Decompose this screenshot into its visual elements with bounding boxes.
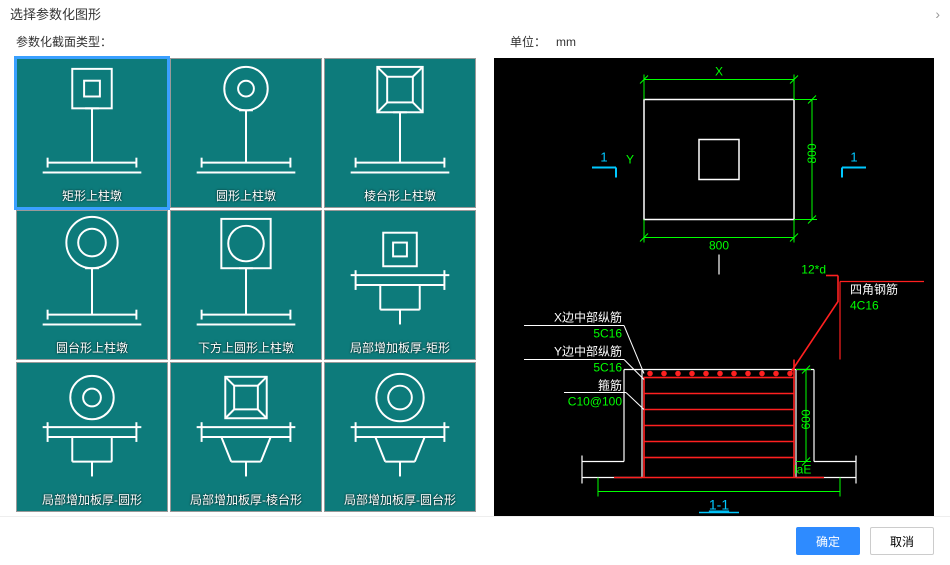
tile-caption: 局部增加板厚-矩形 (325, 336, 475, 359)
svg-text:Y边中部纵筋: Y边中部纵筋 (554, 344, 622, 359)
content-row: 矩形上柱墩 圆形上柱墩 (0, 58, 950, 516)
svg-text:5C16: 5C16 (593, 361, 622, 375)
tile-caption: 下方上圆形上柱墩 (171, 336, 321, 359)
svg-text:1: 1 (850, 150, 857, 165)
tile-caption: 棱台形上柱墩 (325, 184, 475, 207)
svg-text:laE: laE (794, 463, 811, 477)
tile-thick-circle[interactable]: 局部增加板厚-圆形 (16, 362, 168, 512)
unit-label: 单位： mm (496, 33, 934, 50)
preview-panel: X Y 800 (494, 58, 934, 516)
svg-text:C10@100: C10@100 (568, 395, 623, 409)
svg-text:5C16: 5C16 (593, 327, 622, 341)
svg-text:800: 800 (805, 143, 819, 163)
tile-sq-circ-top[interactable]: 下方上圆形上柱墩 (170, 210, 322, 360)
tile-circle-top[interactable]: 圆形上柱墩 (170, 58, 322, 208)
tile-cone-top[interactable]: 圆台形上柱墩 (16, 210, 168, 360)
labels-row: 参数化截面类型： 单位： mm (0, 27, 950, 58)
svg-text:1: 1 (600, 150, 607, 165)
tile-frustum-top[interactable]: 棱台形上柱墩 (324, 58, 476, 208)
tile-caption: 局部增加板厚-棱台形 (171, 488, 321, 511)
tile-caption: 圆形上柱墩 (171, 184, 321, 207)
footer: 确定 取消 (0, 516, 950, 565)
svg-text:800: 800 (709, 239, 729, 253)
svg-text:X: X (715, 65, 723, 79)
svg-text:箍筋: 箍筋 (598, 378, 622, 393)
tile-thick-rect[interactable]: 局部增加板厚-矩形 (324, 210, 476, 360)
tile-caption: 局部增加板厚-圆台形 (325, 488, 475, 511)
svg-text:4C16: 4C16 (850, 299, 879, 313)
svg-text:Y: Y (626, 153, 634, 167)
type-label: 参数化截面类型： (16, 33, 496, 50)
tile-caption: 局部增加板厚-圆形 (17, 488, 167, 511)
svg-text:12*d: 12*d (801, 263, 826, 277)
tile-rect-top[interactable]: 矩形上柱墩 (16, 58, 168, 208)
svg-text:1-1: 1-1 (709, 497, 729, 513)
svg-text:600: 600 (799, 409, 813, 429)
tile-caption: 矩形上柱墩 (17, 184, 167, 207)
tile-thick-frustum[interactable]: 局部增加板厚-棱台形 (170, 362, 322, 512)
titlebar: 选择参数化图形 › (0, 0, 950, 27)
dialog-title: 选择参数化图形 (10, 4, 101, 23)
ok-button[interactable]: 确定 (796, 527, 860, 555)
dialog-root: 选择参数化图形 › 参数化截面类型： 单位： mm (0, 0, 950, 562)
tile-grid: 矩形上柱墩 圆形上柱墩 (16, 58, 484, 516)
cancel-button[interactable]: 取消 (870, 527, 934, 555)
svg-text:四角钢筋: 四角钢筋 (850, 282, 898, 297)
close-icon[interactable]: › (935, 6, 940, 22)
tile-caption: 圆台形上柱墩 (17, 336, 167, 359)
tile-thick-cone[interactable]: 局部增加板厚-圆台形 (324, 362, 476, 512)
svg-text:X边中部纵筋: X边中部纵筋 (554, 310, 622, 325)
